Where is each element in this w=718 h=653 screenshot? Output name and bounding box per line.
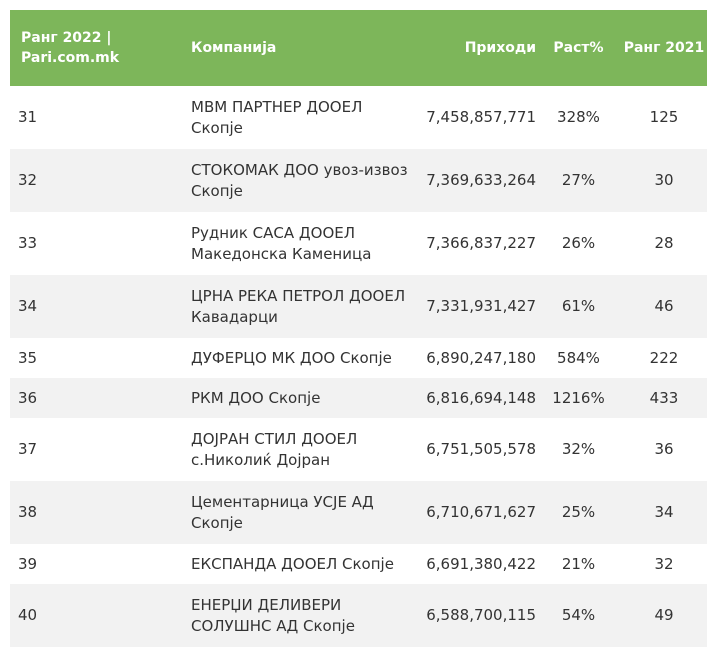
growth-cell: 32%: [561, 440, 596, 458]
growth-cell: 584%: [557, 348, 600, 367]
header-row: Ранг 2022 | Pari.com.mk Компанија Приход…: [10, 10, 707, 86]
prev-rank-cell: 46: [654, 297, 674, 315]
revenue-cell: 6,816,694,148: [426, 388, 536, 407]
revenue-cell: 7,366,837,227: [426, 234, 536, 252]
table-body: 31 МВМ ПАРТНЕР ДООЕЛ Скопје 7,458,857,77…: [10, 86, 707, 647]
table-header: Ранг 2022 | Pari.com.mk Компанија Приход…: [10, 10, 707, 86]
company-cell: Цементарница УСЈЕ АД Скопје: [191, 492, 374, 532]
prev-rank-cell: 36: [654, 440, 674, 458]
header-revenue: Приходи: [464, 40, 536, 56]
revenue-cell: 6,751,505,578: [426, 440, 536, 458]
rank-cell: 31: [18, 108, 38, 126]
table-row: 37 ДОЈРАН СТИЛ ДООЕЛ с.Николиќ Дојран 6,…: [10, 418, 707, 481]
table-row: 36 РКМ ДОО Скопје 6,816,694,148 1216% 43…: [10, 378, 707, 418]
prev-rank-cell: 49: [654, 606, 674, 624]
prev-rank-cell: 222: [649, 348, 679, 367]
rank-cell: 34: [18, 297, 38, 315]
prev-rank-cell: 30: [654, 171, 674, 189]
company-cell: СТОКОМАК ДОО увоз-извоз Скопје: [191, 160, 408, 200]
header-company: Компанија: [191, 40, 277, 56]
company-cell: Рудник САСА ДООЕЛ Македонска Каменица: [191, 223, 372, 263]
ranking-table: Ранг 2022 | Pari.com.mk Компанија Приход…: [10, 10, 707, 647]
revenue-cell: 6,710,671,627: [426, 503, 536, 521]
company-cell: ДУФЕРЦО МК ДОО Скопје: [191, 348, 392, 367]
prev-rank-cell: 433: [649, 388, 679, 407]
company-cell: РКМ ДОО Скопје: [191, 388, 321, 407]
header-rank-2021: Ранг 2021: [623, 40, 705, 56]
rank-cell: 40: [18, 606, 38, 624]
growth-cell: 328%: [557, 108, 600, 126]
header-growth: Раст%: [553, 40, 604, 56]
table-row: 38 Цементарница УСЈЕ АД Скопје 6,710,671…: [10, 481, 707, 544]
rank-cell: 37: [18, 440, 38, 458]
company-cell: ЦРНА РЕКА ПЕТРОЛ ДООЕЛ Кавадарци: [191, 286, 406, 326]
rank-cell: 38: [18, 503, 38, 521]
company-cell: ЕНЕРЏИ ДЕЛИВЕРИ СОЛУШНС АД Скопје: [191, 595, 355, 635]
prev-rank-cell: 125: [649, 108, 679, 126]
table-row: 39 ЕКСПАНДА ДООЕЛ Скопје 6,691,380,422 2…: [10, 544, 707, 584]
table-row: 35 ДУФЕРЦО МК ДОО Скопје 6,890,247,180 5…: [10, 338, 707, 378]
table-row: 32 СТОКОМАК ДОО увоз-извоз Скопје 7,369,…: [10, 149, 707, 212]
prev-rank-cell: 34: [654, 503, 674, 521]
growth-cell: 54%: [561, 606, 596, 624]
prev-rank-cell: 32: [654, 554, 674, 573]
rank-cell: 33: [18, 234, 38, 252]
revenue-cell: 6,588,700,115: [426, 606, 536, 624]
table-row: 33 Рудник САСА ДООЕЛ Македонска Каменица…: [10, 212, 707, 275]
rank-cell: 32: [18, 171, 38, 189]
table-row: 31 МВМ ПАРТНЕР ДООЕЛ Скопје 7,458,857,77…: [10, 86, 707, 149]
growth-cell: 25%: [561, 503, 596, 521]
growth-cell: 1216%: [552, 388, 605, 407]
growth-cell: 26%: [561, 234, 596, 252]
rank-cell: 39: [18, 554, 38, 573]
header-rank-2022: Ранг 2022 | Pari.com.mk: [21, 30, 120, 66]
table-row: 40 ЕНЕРЏИ ДЕЛИВЕРИ СОЛУШНС АД Скопје 6,5…: [10, 584, 707, 647]
growth-cell: 61%: [561, 297, 596, 315]
company-cell: МВМ ПАРТНЕР ДООЕЛ Скопје: [191, 97, 363, 137]
revenue-cell: 7,369,633,264: [426, 171, 536, 189]
rank-cell: 35: [18, 348, 38, 367]
growth-cell: 21%: [561, 554, 596, 573]
ranking-table-container: Ранг 2022 | Pari.com.mk Компанија Приход…: [10, 10, 707, 647]
revenue-cell: 7,458,857,771: [426, 108, 536, 126]
revenue-cell: 7,331,931,427: [426, 297, 536, 315]
revenue-cell: 6,691,380,422: [426, 554, 536, 573]
rank-cell: 36: [18, 388, 38, 407]
prev-rank-cell: 28: [654, 234, 674, 252]
table-row: 34 ЦРНА РЕКА ПЕТРОЛ ДООЕЛ Кавадарци 7,33…: [10, 275, 707, 338]
growth-cell: 27%: [561, 171, 596, 189]
revenue-cell: 6,890,247,180: [426, 348, 536, 367]
company-cell: ЕКСПАНДА ДООЕЛ Скопје: [191, 554, 394, 573]
company-cell: ДОЈРАН СТИЛ ДООЕЛ с.Николиќ Дојран: [191, 429, 358, 469]
